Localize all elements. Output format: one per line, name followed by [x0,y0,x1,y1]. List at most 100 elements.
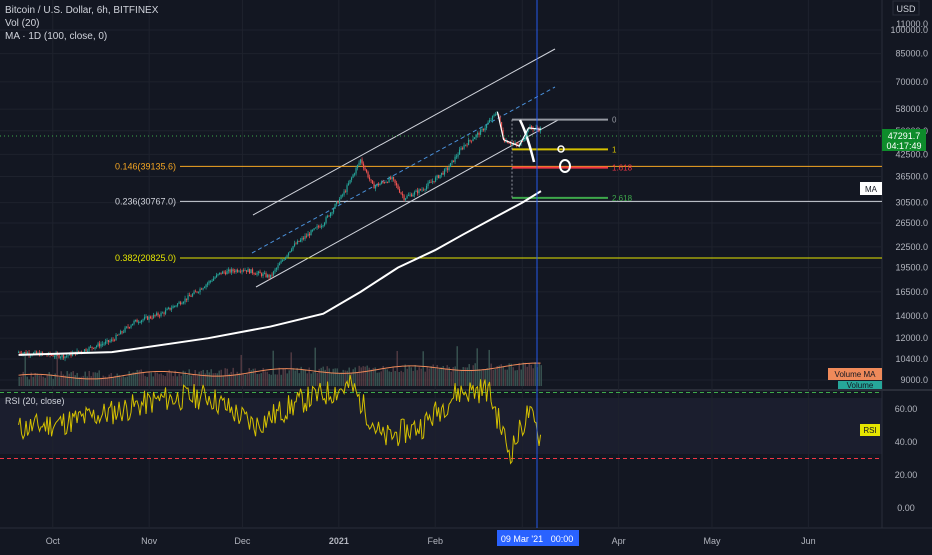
candle-body [521,141,524,143]
candle-body [257,271,260,273]
volume-bar [354,367,356,386]
volume-bar [326,366,328,386]
candle-body [191,294,194,297]
candle-body [413,191,416,195]
volume-bar [54,373,56,386]
volume-bar [148,371,150,386]
candle-body [305,235,308,237]
volume-bar [270,374,272,386]
rsi-axis[interactable]: 60.00 40.00 20.00 0.00 [895,404,918,513]
candle-body [158,315,161,317]
main-pane[interactable] [0,0,882,388]
recent-price-line [496,111,542,147]
candle-body [449,163,452,168]
volume-bar [66,371,68,386]
candle-body [268,274,270,278]
candle-body [251,269,254,274]
volume-bar [128,371,130,386]
volume-bar [130,373,132,386]
volume-bar [540,365,542,386]
ma-indicator-label[interactable]: MA · 1D (100, close, 0) [5,31,107,42]
candle-body [445,168,447,170]
volume-bar [62,374,64,386]
candle-body [193,291,195,295]
candle-body [112,339,114,341]
candle-body [212,278,215,281]
candle-body [266,274,269,278]
volume-bar [70,372,72,386]
candle-body [331,212,333,214]
channel-mid-line [251,86,556,254]
volume-bar [34,372,36,386]
candle-body [122,331,125,333]
candle-body [106,340,108,342]
candle-body [293,243,296,247]
candle-body [319,226,321,228]
candle-body [460,148,462,150]
volume-bar [100,377,102,386]
candle-body [451,160,453,164]
volume-bar [226,368,228,386]
candle-body [299,239,302,242]
price-tick-label: 10400.0 [895,354,928,364]
volume-bar [384,369,386,386]
volume-bar [382,365,384,386]
candle-body [515,142,518,145]
volume-bar [78,377,80,386]
volume-bar [82,375,84,386]
candle-body [316,226,318,228]
volume-bar [44,377,46,386]
candle-body [403,195,405,200]
candle-body [133,320,135,324]
candle-body [214,277,216,279]
candle-body [151,318,153,319]
volume-bar [508,363,510,386]
candle-body [109,340,111,342]
volume-bar [392,367,394,386]
volume-bar [204,373,206,386]
rsi-layer [0,374,882,465]
candle-body [455,156,458,158]
volume-bar [434,367,436,386]
candle-body [334,204,336,209]
candle-body [19,352,21,354]
candle-body [116,334,119,336]
candle-body [341,194,344,196]
currency-label[interactable]: USD [896,4,916,14]
volume-bar [200,370,202,386]
candle-body [419,189,422,191]
candle-body [83,349,86,352]
volume-indicator-label[interactable]: Vol (20) [5,18,39,29]
volume-bar [50,374,52,386]
currency-box[interactable] [892,0,920,16]
volume-bar [246,373,248,386]
candle-body [400,192,402,194]
volume-bar [52,378,54,386]
candle-body [295,243,297,245]
volume-bar [160,373,162,386]
candle-body [64,356,66,359]
candle-body [428,182,431,183]
candle-body [163,312,165,314]
volume-bar [214,373,216,386]
volume-bar [222,375,224,386]
rsi-tag-label: RSI [863,426,876,435]
volume-bar [180,375,182,386]
time-axis[interactable]: OctNovDec2021FebMarAprMayJun [46,536,816,546]
volume-bar [520,369,522,386]
annotations: 0.146(39135.6) 0.236(30767.0) 0.382(20825.… [0,48,882,288]
rsi-indicator-label[interactable]: RSI (20, close) [5,396,65,406]
volume-bar [154,372,156,386]
volume-bar [514,370,516,386]
candle-body [301,238,303,240]
candle-body [125,326,128,328]
candle-body [347,183,350,186]
time-tick-label: Nov [141,536,158,546]
price-axis[interactable]: 100000.085000.070000.058000.050000.04250… [890,19,928,385]
candle-body [242,270,245,272]
volume-bar [294,370,296,386]
candle-body [397,185,399,190]
candle-body [469,139,471,141]
volume-bar [322,366,324,386]
